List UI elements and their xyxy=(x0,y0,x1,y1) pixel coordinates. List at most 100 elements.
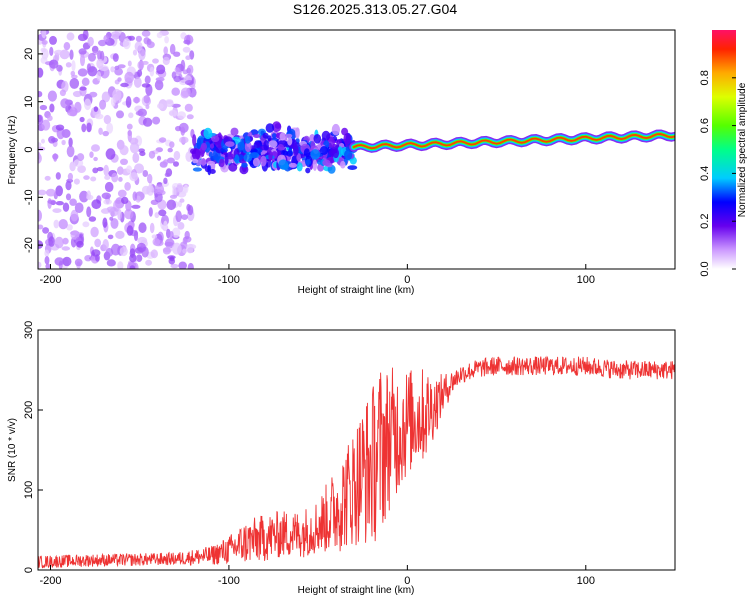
heatmap-blob xyxy=(265,123,275,133)
heatmap-blob xyxy=(164,172,170,177)
heatmap-blob xyxy=(102,130,109,137)
heatmap-blob xyxy=(38,224,44,230)
heatmap-blob xyxy=(184,230,190,240)
heatmap-blob xyxy=(118,176,123,182)
heatmap-blob xyxy=(99,99,107,110)
heatmap-blob xyxy=(122,38,131,50)
heatmap-blob xyxy=(110,218,119,229)
heatmap-blob xyxy=(49,46,54,57)
heatmap-blob xyxy=(200,142,207,151)
heatmap-blob xyxy=(165,100,174,108)
heatmap-marks xyxy=(38,30,675,269)
heatmap-blob xyxy=(52,208,62,214)
heatmap-blob xyxy=(61,139,66,146)
heatmap-blob xyxy=(77,68,88,77)
colorbar-tick-label: 0.6 xyxy=(699,118,711,133)
heatmap-blob xyxy=(152,116,161,125)
heatmap-blob xyxy=(162,247,171,255)
heatmap-blob xyxy=(45,263,51,269)
heatmap-blob xyxy=(138,222,147,233)
heatmap-blob xyxy=(163,46,168,55)
heatmap-blob xyxy=(237,141,245,151)
heatmap-blob xyxy=(126,225,134,236)
heatmap-blob xyxy=(168,109,178,117)
heatmap-blob xyxy=(157,103,164,109)
heatmap-blob xyxy=(219,158,225,168)
heatmap-blob xyxy=(76,153,85,162)
heatmap-blob xyxy=(263,140,270,151)
heatmap-blob xyxy=(120,158,128,165)
heatmap-blob xyxy=(126,165,132,174)
heatmap-blob xyxy=(89,151,94,158)
heatmap-blob xyxy=(48,236,55,247)
heatmap-blob xyxy=(211,135,220,143)
heatmap-blob xyxy=(103,164,109,177)
heatmap-blob xyxy=(119,145,129,156)
heatmap-blob xyxy=(252,157,261,167)
heatmap-blob xyxy=(45,188,56,197)
heatmap-blob xyxy=(134,41,143,52)
heatmap-blob xyxy=(145,104,150,110)
heatmap-blob xyxy=(73,178,80,185)
snr-xlabel: Height of straight line (km) xyxy=(298,585,415,596)
heatmap-blob xyxy=(167,147,173,153)
heatmap-blob xyxy=(88,52,96,62)
heatmap-blob xyxy=(51,137,58,143)
heatmap-blob xyxy=(283,150,289,156)
heatmap-blob xyxy=(129,265,136,269)
heatmap-blob xyxy=(91,45,99,54)
heatmap-blob xyxy=(66,224,73,231)
heatmap-blob xyxy=(183,39,191,45)
heatmap-blob xyxy=(135,110,144,116)
heatmap-blob xyxy=(171,227,181,238)
heatmap-blob xyxy=(149,222,155,234)
heatmap-blob xyxy=(180,59,186,72)
heatmap-blob xyxy=(147,173,153,184)
heatmap-blob xyxy=(144,75,151,84)
heatmap-blob xyxy=(66,145,75,158)
colorbar-tick-label: 0.4 xyxy=(699,166,711,181)
heatmap-blob xyxy=(69,78,80,89)
heatmap-blob xyxy=(74,258,83,267)
heatmap-feature-0 xyxy=(38,30,197,269)
heatmap-blob xyxy=(179,136,189,144)
heatmap-blob xyxy=(184,80,194,86)
heatmap-blob xyxy=(73,159,84,168)
heatmap-blob xyxy=(154,212,160,219)
heatmap-blob xyxy=(65,193,72,201)
heatmap-blob xyxy=(154,192,163,203)
snr-ylabel: SNR (10 * v/v) xyxy=(7,418,18,482)
heatmap-blob xyxy=(61,246,71,251)
heatmap-blob xyxy=(164,238,175,249)
heatmap-blob xyxy=(134,163,144,174)
heatmap-blob xyxy=(38,153,42,164)
heatmap-blob xyxy=(44,175,51,181)
heatmap-blob xyxy=(132,191,138,201)
heatmap-blob xyxy=(185,151,193,163)
heatmap-blob xyxy=(115,230,125,239)
heatmap-blob xyxy=(207,160,216,166)
heatmap-blob xyxy=(179,198,185,203)
heatmap-blob xyxy=(41,30,47,39)
heatmap-blob xyxy=(191,148,201,160)
heatmap-blob xyxy=(252,134,261,138)
heatmap-blob xyxy=(60,98,70,109)
heatmap-blob xyxy=(137,60,145,70)
heatmap-blob xyxy=(295,127,300,139)
heatmap-blob xyxy=(80,54,85,67)
heatmap-blob xyxy=(185,55,191,60)
heatmap-blob xyxy=(150,249,158,259)
heatmap-blob xyxy=(156,32,163,39)
heatmap-blob xyxy=(177,111,187,119)
heatmap-blob xyxy=(47,115,53,122)
heatmap-blob xyxy=(103,34,109,43)
heatmap-blob xyxy=(69,49,74,60)
heatmap-blob xyxy=(110,66,115,73)
heatmap-blob xyxy=(111,172,119,183)
heatmap-blob xyxy=(110,243,121,256)
heatmap-blob xyxy=(103,199,112,205)
heatmap-blob xyxy=(74,101,82,113)
heatmap-blob xyxy=(110,31,121,38)
heatmap-blob xyxy=(117,261,124,269)
heatmap-blob xyxy=(192,158,199,164)
